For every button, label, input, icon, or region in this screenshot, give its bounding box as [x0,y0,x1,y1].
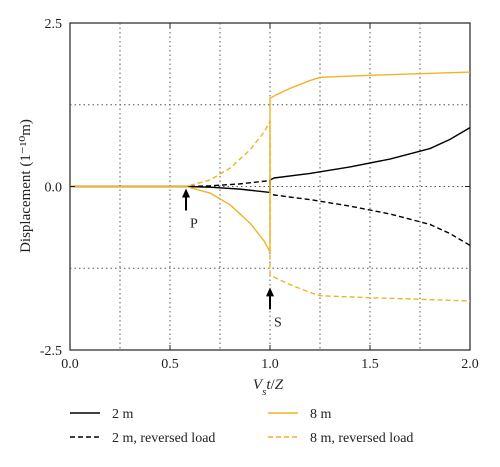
y-tick-label: 2.5 [45,17,63,32]
y-axis-title: Displacement (1⁻¹⁰m) [18,119,34,253]
series-line [70,179,471,246]
x-tick-label: 0.0 [61,357,79,372]
legend-label: 2 m [112,407,134,422]
y-tick-label: 0.0 [45,181,63,196]
axis-ticks: 0.0 0.5 1.0 1.5 2.02.50.0-2.5 [40,17,479,372]
legend-label: 2 m, reversed load [112,431,215,446]
annotation-label: S [274,315,282,330]
series-line [70,127,471,194]
x-tick-label: 2.0 [461,357,479,372]
x-tick-label: 1.0 [261,357,279,372]
annotation-arrow-head [266,287,274,297]
annotation-arrow-head [182,188,190,198]
legend-label: 8 m [310,407,332,422]
legend: 2 m 2 m, reversed load 8 m 8 m, reversed lo… [70,407,413,446]
series-lines [70,71,471,302]
x-tick-label: 1.5 [361,357,379,372]
x-tick-label: 0.5 [161,357,179,372]
x-axis-title: Vst/Z [253,377,284,398]
y-tick-label: -2.5 [40,344,62,359]
annotation-label: P [190,217,198,232]
annotations: PS [182,188,282,330]
legend-label: 8 m, reversed load [310,431,413,446]
series-line [70,120,471,302]
